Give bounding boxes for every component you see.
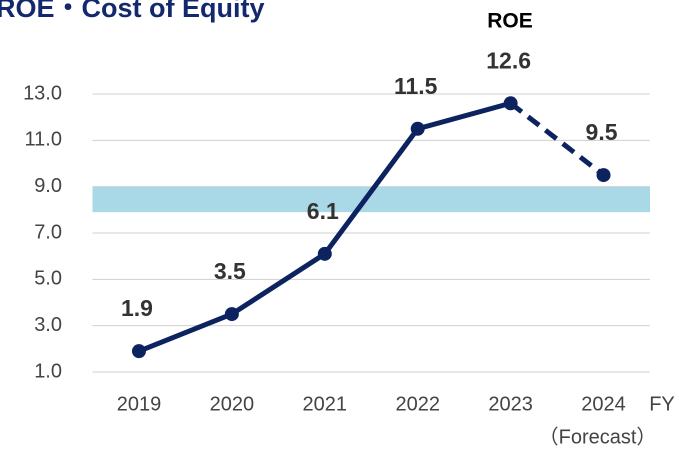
y-tick-label: 9.0	[34, 175, 62, 197]
chart-title: ROE・Cost of Equity	[0, 0, 265, 23]
line-forecast	[509, 101, 606, 178]
data-label: 12.6	[486, 47, 531, 73]
y-tick-label: 11.0	[25, 129, 62, 151]
y-tick-label: 13.0	[23, 82, 62, 104]
data-label: 3.5	[214, 258, 246, 284]
data-label: 1.9	[121, 295, 153, 321]
marker	[596, 168, 611, 183]
x-tick-label: 2019	[117, 393, 162, 415]
marker	[131, 344, 146, 359]
x-unit: FY	[649, 393, 675, 415]
y-tick-label: 7.0	[34, 221, 62, 243]
marker	[503, 96, 518, 111]
x-tick-label: 2021	[303, 393, 348, 415]
x-tick-label: 2020	[210, 393, 255, 415]
x-tick-label: 2024	[581, 393, 626, 415]
marker	[317, 246, 332, 261]
data-label: 9.5	[586, 119, 618, 145]
marker	[224, 307, 239, 322]
data-label: 11.5	[394, 73, 438, 99]
y-tick-label: 5.0	[34, 268, 62, 290]
x-tick-label: 2022	[395, 393, 440, 415]
x-sublabel: （Forecast）	[539, 425, 657, 448]
x-tick-label: 2023	[488, 393, 533, 415]
marker	[410, 121, 425, 136]
legend-label: ROE	[487, 10, 533, 33]
y-tick-label: 1.0	[34, 360, 62, 382]
data-label: 6.1	[307, 198, 339, 224]
y-tick-label: 3.0	[34, 314, 62, 336]
